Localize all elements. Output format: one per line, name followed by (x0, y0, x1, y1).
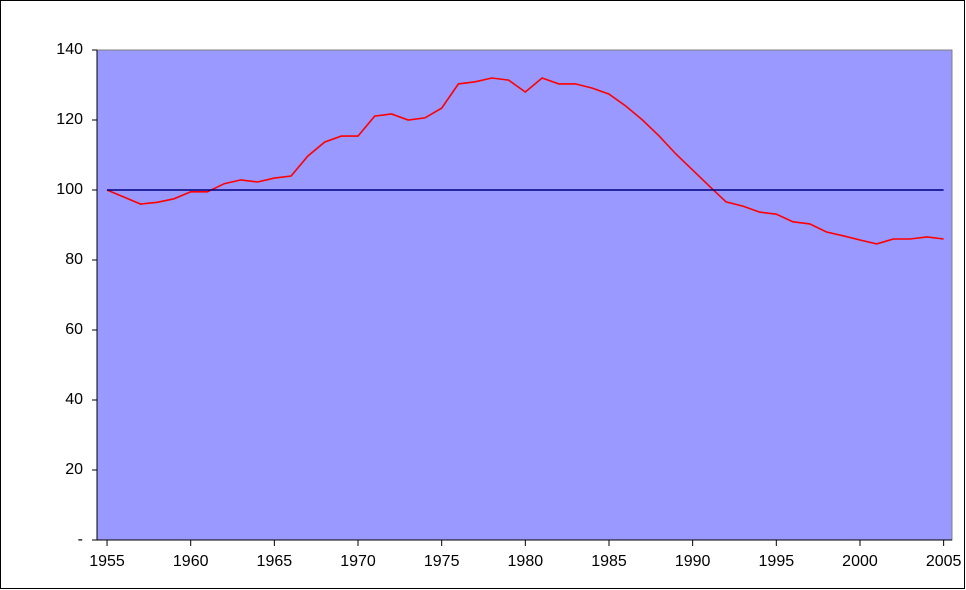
x-tick-label: 1960 (173, 553, 209, 570)
plot-area (96, 49, 953, 541)
series-line (106, 77, 944, 245)
x-tick-label: 2000 (842, 553, 878, 570)
y-tick-label: 60 (65, 321, 83, 338)
x-tick-label: 2005 (926, 553, 962, 570)
x-tick-label: 1995 (759, 553, 795, 570)
x-tick-label: 1965 (257, 553, 293, 570)
y-tick-label: 40 (65, 391, 83, 408)
x-tick-label: 1990 (675, 553, 711, 570)
x-tick-label: 1970 (340, 553, 376, 570)
x-tick-label: 1985 (591, 553, 627, 570)
x-tick-label: 1980 (508, 553, 544, 570)
y-tick-label: 80 (65, 251, 83, 268)
y-tick-label: 140 (56, 41, 83, 58)
y-tick-label: 100 (56, 181, 83, 198)
y-tick-label: 20 (65, 461, 83, 478)
x-tick-label: 1955 (89, 553, 125, 570)
y-tick-label: 120 (56, 111, 83, 128)
x-tick-label: 1975 (424, 553, 460, 570)
y-tick-label: - (78, 531, 83, 548)
